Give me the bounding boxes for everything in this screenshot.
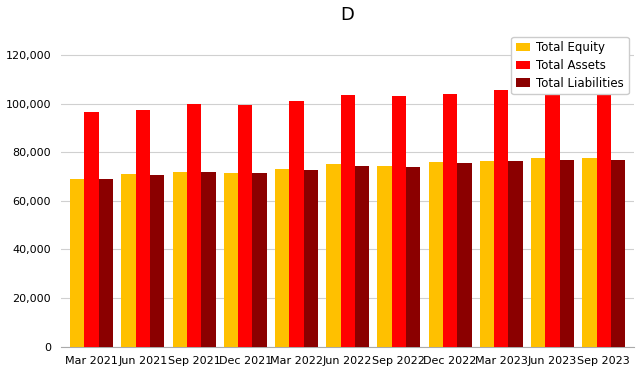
Bar (136, 110, 150, 347)
Bar (340, 95, 355, 347)
Bar (545, 90, 559, 347)
Bar (531, 158, 545, 347)
Bar (252, 173, 267, 347)
Bar (326, 164, 340, 347)
Bar (150, 175, 164, 347)
Bar (70, 179, 84, 347)
Title: D: D (340, 6, 355, 23)
Bar (392, 96, 406, 347)
Bar (289, 101, 303, 347)
Bar (508, 161, 523, 347)
Bar (443, 94, 457, 347)
Bar (122, 174, 136, 347)
Bar (201, 171, 216, 347)
Bar (596, 90, 611, 347)
Legend: Total Equity, Total Assets, Total Liabilities: Total Equity, Total Assets, Total Liabil… (511, 36, 628, 94)
Bar (582, 158, 596, 347)
Bar (224, 173, 238, 347)
Bar (429, 162, 443, 347)
Bar (355, 166, 369, 347)
Bar (457, 163, 472, 347)
Bar (99, 179, 113, 347)
Bar (480, 161, 494, 347)
Bar (84, 112, 99, 347)
Bar (406, 167, 420, 347)
Bar (187, 104, 201, 347)
Bar (378, 166, 392, 347)
Bar (275, 169, 289, 347)
Bar (611, 160, 625, 347)
Bar (303, 170, 318, 347)
Bar (559, 160, 574, 347)
Bar (173, 171, 187, 347)
Bar (494, 90, 508, 347)
Bar (238, 105, 252, 347)
